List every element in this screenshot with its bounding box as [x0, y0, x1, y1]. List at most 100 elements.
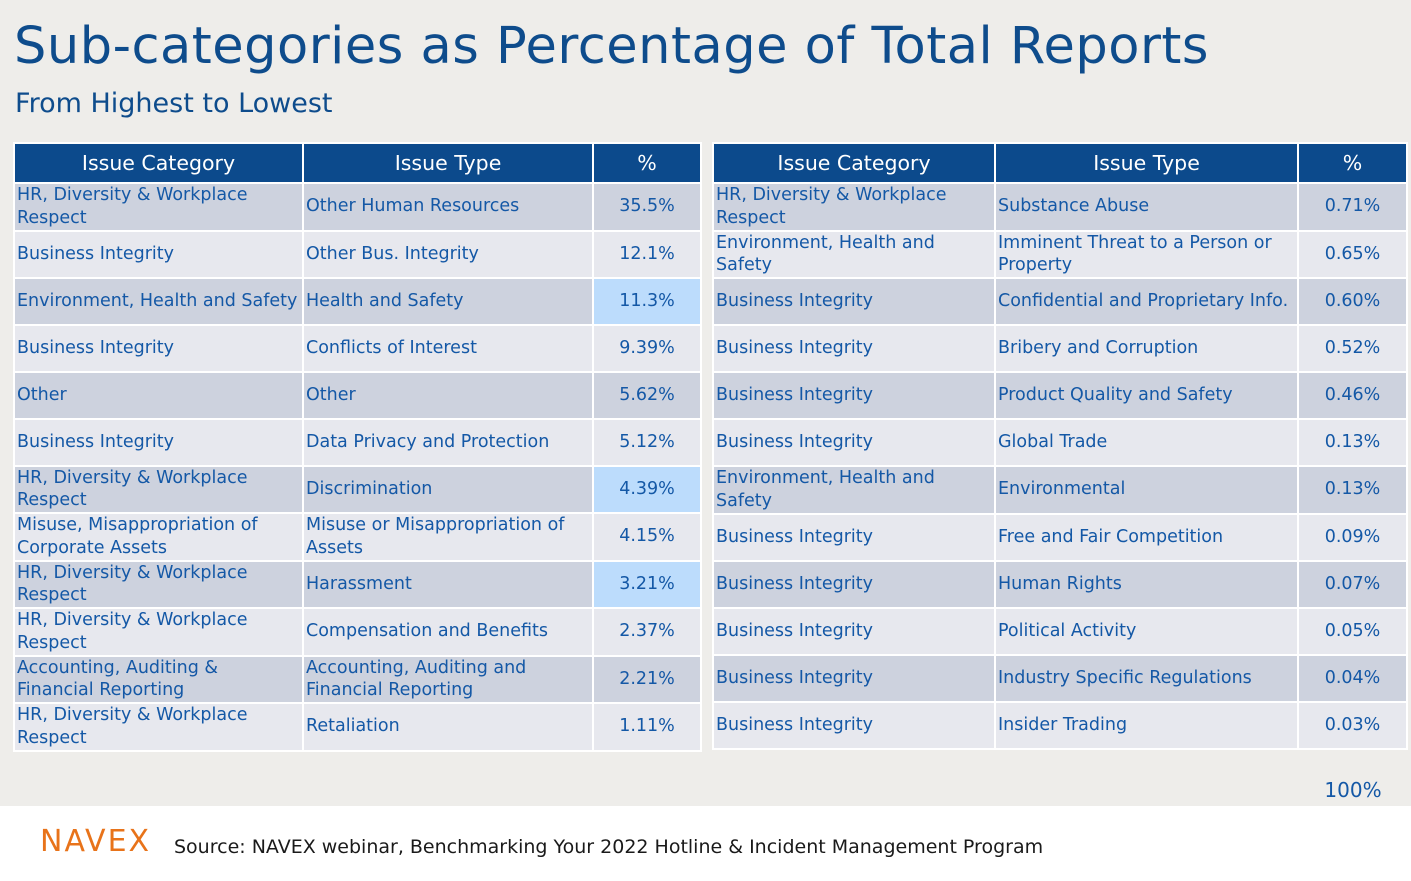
cell-issue-category: HR, Diversity & Workplace Respect [13, 702, 304, 752]
cell-percent: 2.37% [592, 607, 702, 657]
header-percent: % [1297, 142, 1408, 184]
table-row: Business Integrity Data Privacy and Prote… [13, 417, 702, 467]
right-table: Issue Category Issue Type % HR, Diversit… [712, 142, 1408, 750]
table-row: HR, Diversity & Workplace Respect Other H… [13, 182, 702, 232]
cell-issue-category: Business Integrity [712, 418, 996, 467]
cell-issue-category: Business Integrity [13, 417, 304, 467]
cell-percent: 35.5% [592, 182, 702, 232]
cell-issue-category: HR, Diversity & Workplace Respect [13, 182, 304, 232]
cell-percent: 0.65% [1297, 229, 1408, 279]
cell-issue-type: Conflicts of Interest [302, 323, 594, 373]
table-header-row: Issue Category Issue Type % [13, 142, 702, 184]
cell-percent: 4.15% [592, 512, 702, 562]
cell-percent: 0.71% [1297, 182, 1408, 232]
cell-issue-type: Accounting, Auditing and Financial Repor… [302, 654, 594, 704]
table-row: Business Integrity Global Trade 0.13% [712, 418, 1408, 467]
cell-issue-type: Compensation and Benefits [302, 607, 594, 657]
cell-issue-type: Retaliation [302, 702, 594, 752]
cell-percent: 1.11% [592, 702, 702, 752]
total-percent: 100% [1324, 778, 1382, 802]
cell-percent: 0.60% [1297, 277, 1408, 326]
cell-issue-category: Environment, Health and Safety [712, 465, 996, 515]
source-caption: Source: NAVEX webinar, Benchmarking Your… [174, 836, 1044, 858]
table-row: Misuse, Misappropriation of Corporate As… [13, 512, 702, 562]
left-table: Issue Category Issue Type % HR, Diversit… [13, 142, 702, 752]
cell-percent: 11.3% [592, 276, 702, 326]
table-row: Other Other 5.62% [13, 370, 702, 420]
cell-issue-category: Business Integrity [712, 559, 996, 609]
cell-percent: 2.21% [592, 654, 702, 704]
cell-percent: 0.13% [1297, 465, 1408, 515]
page-title: Sub-categories as Percentage of Total Re… [14, 17, 1209, 76]
header-issue-type: Issue Type [994, 142, 1299, 184]
cell-percent: 0.46% [1297, 371, 1408, 420]
table-row: Environment, Health and Safety Environmen… [712, 465, 1408, 515]
cell-issue-category: Business Integrity [13, 323, 304, 373]
cell-issue-category: Misuse, Misappropriation of Corporate As… [13, 512, 304, 562]
cell-issue-type: Other [302, 370, 594, 420]
cell-issue-category: Business Integrity [13, 229, 304, 279]
cell-issue-type: Product Quality and Safety [994, 371, 1299, 420]
header-percent: % [592, 142, 702, 184]
navex-logo: NAVEX [40, 824, 152, 859]
cell-issue-type: Other Bus. Integrity [302, 229, 594, 279]
cell-issue-category: HR, Diversity & Workplace Respect [13, 607, 304, 657]
cell-issue-category: HR, Diversity & Workplace Respect [13, 464, 304, 514]
cell-issue-type: Bribery and Corruption [994, 324, 1299, 373]
cell-issue-type: Discrimination [302, 464, 594, 514]
table-row: HR, Diversity & Workplace Respect Compens… [13, 607, 702, 657]
table-header-row: Issue Category Issue Type % [712, 142, 1408, 184]
cell-percent: 0.52% [1297, 324, 1408, 373]
page-subtitle: From Highest to Lowest [15, 88, 333, 119]
cell-issue-category: HR, Diversity & Workplace Respect [712, 182, 996, 232]
cell-issue-type: Political Activity [994, 606, 1299, 656]
cell-issue-type: Human Rights [994, 559, 1299, 609]
header-issue-category: Issue Category [712, 142, 996, 184]
cell-percent: 0.03% [1297, 700, 1408, 750]
cell-percent: 0.13% [1297, 418, 1408, 467]
cell-issue-type: Confidential and Proprietary Info. [994, 277, 1299, 326]
cell-issue-category: Environment, Health and Safety [13, 276, 304, 326]
table-row: Environment, Health and Safety Imminent T… [712, 229, 1408, 279]
cell-percent: 0.09% [1297, 512, 1408, 562]
cell-percent: 9.39% [592, 323, 702, 373]
table-row: Business Integrity Confidential and Propr… [712, 277, 1408, 326]
cell-issue-category: HR, Diversity & Workplace Respect [13, 559, 304, 609]
cell-issue-category: Business Integrity [712, 512, 996, 562]
cell-issue-type: Insider Trading [994, 700, 1299, 750]
table-row: Business Integrity Human Rights 0.07% [712, 559, 1408, 609]
cell-issue-type: Data Privacy and Protection [302, 417, 594, 467]
cell-percent: 5.62% [592, 370, 702, 420]
table-row: Business Integrity Political Activity 0.05… [712, 606, 1408, 656]
cell-issue-type: Industry Specific Regulations [994, 653, 1299, 703]
cell-issue-category: Other [13, 370, 304, 420]
cell-percent: 3.21% [592, 559, 702, 609]
table-row: Business Integrity Conflicts of Interest 9… [13, 323, 702, 373]
cell-issue-category: Business Integrity [712, 653, 996, 703]
cell-issue-type: Global Trade [994, 418, 1299, 467]
table-row: HR, Diversity & Workplace Respect Discrim… [13, 464, 702, 514]
cell-issue-category: Accounting, Auditing & Financial Reporti… [13, 654, 304, 704]
cell-issue-type: Misuse or Misappropriation of Assets [302, 512, 594, 562]
cell-percent: 0.07% [1297, 559, 1408, 609]
table-row: Accounting, Auditing & Financial Reporti… [13, 654, 702, 704]
cell-issue-category: Business Integrity [712, 371, 996, 420]
cell-percent: 12.1% [592, 229, 702, 279]
header-issue-type: Issue Type [302, 142, 594, 184]
cell-issue-category: Business Integrity [712, 277, 996, 326]
cell-issue-type: Harassment [302, 559, 594, 609]
cell-percent: 0.05% [1297, 606, 1408, 656]
table-row: HR, Diversity & Workplace Respect Retalia… [13, 702, 702, 752]
table-row: Business Integrity Industry Specific Regu… [712, 653, 1408, 703]
cell-issue-type: Other Human Resources [302, 182, 594, 232]
cell-issue-category: Business Integrity [712, 700, 996, 750]
table-row: Business Integrity Insider Trading 0.03% [712, 700, 1408, 750]
cell-issue-category: Business Integrity [712, 324, 996, 373]
cell-percent: 4.39% [592, 464, 702, 514]
table-row: Environment, Health and Safety Health and… [13, 276, 702, 326]
cell-issue-type: Substance Abuse [994, 182, 1299, 232]
cell-issue-type: Health and Safety [302, 276, 594, 326]
table-row: Business Integrity Other Bus. Integrity 12… [13, 229, 702, 279]
right-table-body: HR, Diversity & Workplace Respect Substan… [712, 182, 1408, 750]
table-row: HR, Diversity & Workplace Respect Harassm… [13, 559, 702, 609]
